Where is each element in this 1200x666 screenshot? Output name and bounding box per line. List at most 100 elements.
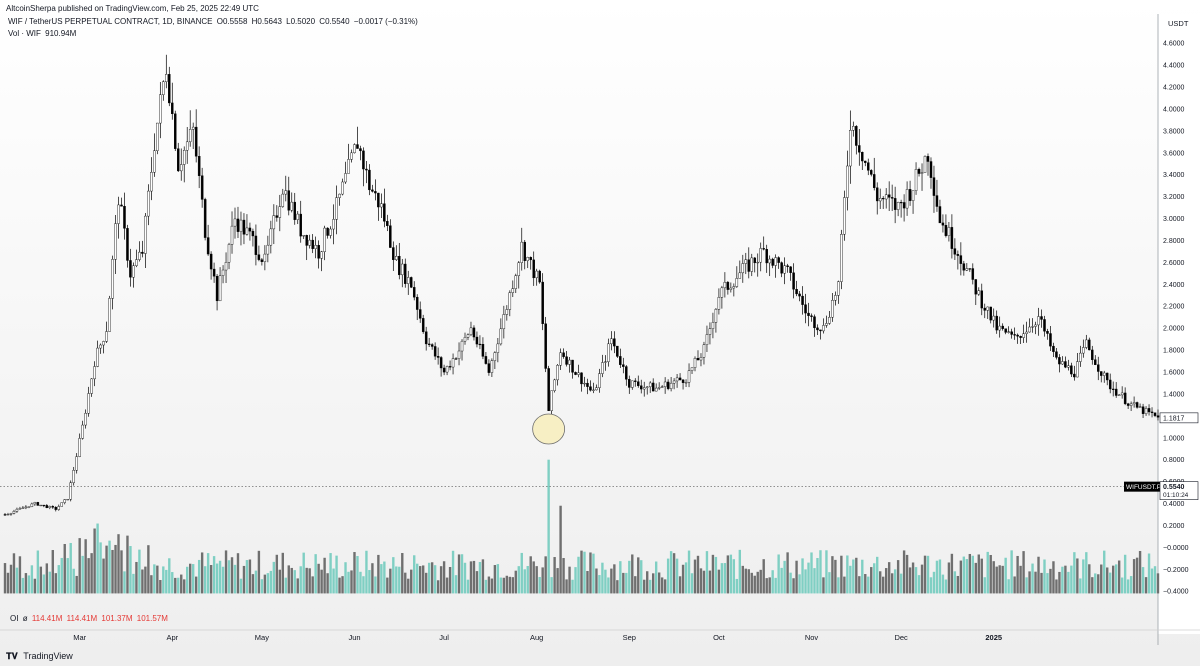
oi-bar: [421, 565, 425, 594]
candle-body: [520, 241, 524, 263]
oi-bar: [774, 577, 777, 594]
candle-body: [917, 169, 921, 174]
oi-bar: [365, 550, 368, 594]
candle-body: [974, 279, 978, 295]
oi-bar: [941, 574, 945, 594]
oi-bar: [1055, 579, 1058, 594]
oi-bar: [1120, 577, 1124, 594]
oi-bar: [646, 571, 649, 594]
candle-body: [819, 329, 822, 332]
oi-bar: [230, 557, 234, 594]
candle-body: [550, 390, 553, 411]
oi-bar: [51, 550, 54, 594]
oi-bar: [750, 572, 753, 594]
oi-bar: [577, 556, 580, 594]
oi-bar: [242, 565, 246, 594]
candle-body: [971, 268, 975, 280]
oi-bar: [998, 565, 1001, 594]
candle-body: [893, 198, 897, 210]
oi-bar: [374, 576, 377, 594]
candle-body: [881, 197, 885, 200]
candle-body: [1120, 392, 1124, 396]
oi-bar: [323, 557, 326, 594]
candle-body: [804, 304, 807, 314]
oi-bar: [1088, 564, 1091, 594]
candle-body: [72, 470, 75, 483]
oi-bar: [876, 556, 879, 594]
candle-body: [380, 203, 383, 208]
candle-body: [681, 379, 685, 383]
oi-bar: [353, 552, 356, 594]
candle-body: [1144, 408, 1148, 414]
oi-bar: [129, 546, 132, 594]
candle-body: [523, 241, 526, 261]
candle-body: [777, 257, 780, 263]
oi-bar: [257, 550, 261, 594]
oi-bar: [753, 575, 756, 594]
candle-body: [15, 508, 19, 512]
tradingview-footer[interactable]: 𝐓𝐕 TradingView: [6, 651, 73, 662]
candle-body: [651, 382, 655, 392]
y-tick-label: 1.0000: [1163, 435, 1185, 442]
oi-bar: [45, 563, 49, 594]
candle-body: [308, 239, 311, 246]
candle-body: [144, 215, 147, 254]
oi-bar: [795, 560, 798, 594]
candle-body: [374, 191, 377, 194]
oi-bar: [416, 563, 419, 594]
candle-body: [499, 328, 503, 345]
candle-body: [950, 227, 954, 249]
oi-bar: [831, 556, 834, 594]
oi-bar: [887, 562, 891, 594]
oi-label[interactable]: OI: [10, 614, 19, 623]
candle-body: [532, 259, 535, 279]
y-tick-label: 2.4000: [1163, 282, 1185, 289]
oi-bar: [212, 556, 216, 594]
oi-bar: [538, 576, 541, 594]
candle-body: [1147, 408, 1151, 413]
candle-body: [362, 150, 365, 170]
candle-body: [66, 499, 69, 501]
oi-bar: [206, 553, 210, 594]
oi-bar: [442, 561, 446, 594]
oi-bar: [523, 569, 526, 594]
oi-bar: [48, 571, 52, 594]
candle-body: [248, 227, 252, 232]
candle-body: [723, 281, 727, 289]
volume-label[interactable]: Vol · WIF: [8, 29, 41, 38]
symbol-title[interactable]: WIF / TetherUS PERPETUAL CONTRACT, 1D, B…: [8, 17, 213, 26]
candle-body: [1055, 351, 1058, 358]
candle-body: [932, 177, 936, 196]
oi-bar: [153, 564, 156, 594]
oi-bar: [12, 553, 16, 594]
oi-bar: [935, 560, 939, 594]
candle-body: [490, 360, 494, 373]
oi-bar: [864, 574, 867, 594]
oi-bar: [1013, 576, 1016, 594]
oi-bar: [1010, 550, 1013, 594]
candle-body: [353, 144, 356, 154]
oi-bar: [759, 569, 762, 594]
oi-bar: [613, 564, 616, 594]
oi-bar: [75, 575, 78, 594]
oi-bar: [669, 551, 673, 594]
y-tick-label: 3.4000: [1163, 172, 1185, 179]
tradingview-logo-icon: 𝐓𝐕: [6, 651, 18, 661]
candle-body: [290, 201, 294, 211]
volume-value: 910.94M: [45, 29, 77, 38]
oi-bar: [439, 566, 443, 594]
candle-body: [245, 227, 249, 235]
candle-body: [771, 258, 774, 266]
oi-bar: [1147, 553, 1151, 594]
oi-bar: [248, 559, 252, 594]
candle-body: [182, 150, 186, 165]
candle-body: [607, 343, 610, 362]
oi-bar: [1156, 573, 1160, 594]
oi-bar: [672, 553, 676, 594]
oi-bar: [191, 564, 195, 594]
candle-body: [63, 499, 66, 503]
oi-bar: [404, 572, 407, 594]
oi-bar: [233, 564, 237, 594]
